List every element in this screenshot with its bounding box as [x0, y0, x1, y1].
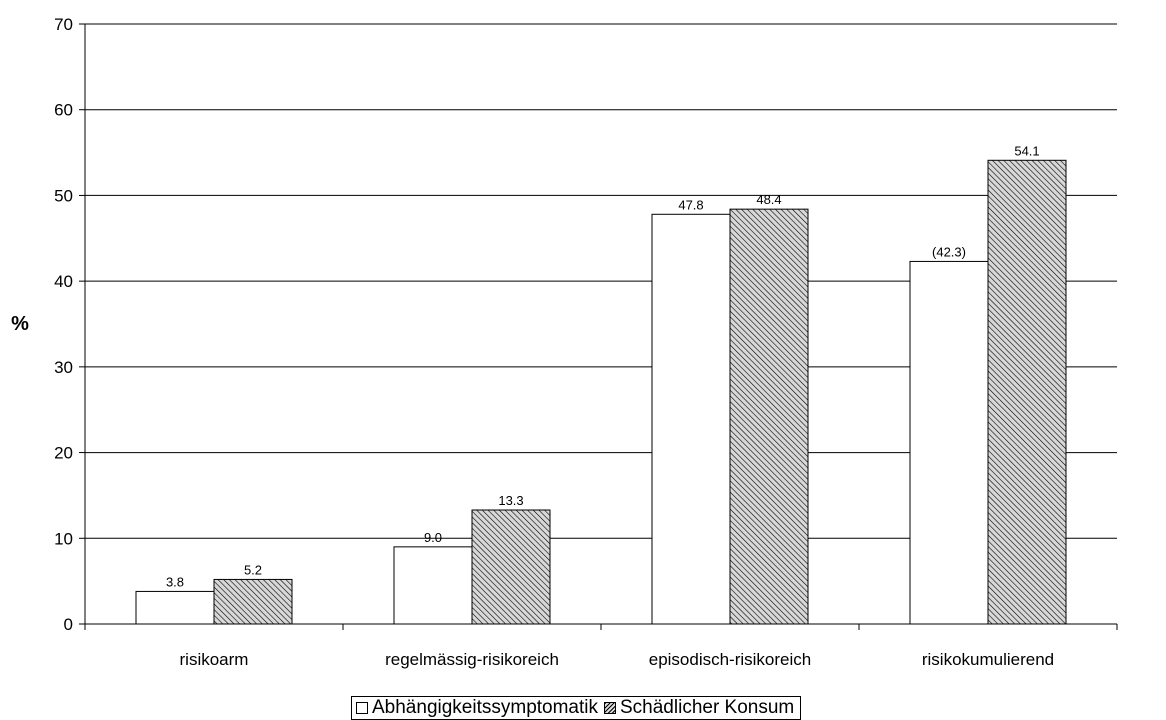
legend-item-series-2: Schädlicher Konsum	[604, 697, 794, 719]
bar-series-2	[213, 578, 293, 625]
legend-swatch-hatched-icon	[604, 702, 616, 714]
bar-series-1	[651, 213, 731, 625]
data-label-series-1: 9.0	[424, 530, 442, 545]
data-label-series-2: 5.2	[244, 562, 262, 577]
bar-series-2	[471, 509, 551, 625]
data-label-series-1: 47.8	[678, 197, 703, 212]
legend: Abhängigkeitssymptomatik Schädlicher Kon…	[351, 696, 802, 720]
y-tick-label: 60	[54, 101, 73, 120]
category-label: risikokumulierend	[922, 650, 1054, 669]
y-tick-label: 0	[64, 615, 73, 634]
category-label: episodisch-risikoreich	[649, 650, 812, 669]
y-tick-label: 20	[54, 444, 73, 463]
y-tick-label: 70	[54, 15, 73, 34]
category-label: regelmässig-risikoreich	[385, 650, 559, 669]
bar-chart: 0 10 20 30 40 50 60 70 3.8 5.2 risikoarm 9.0 13.3 reg…	[11, 15, 1118, 669]
category-label: risikoarm	[180, 650, 249, 669]
data-label-series-2: 54.1	[1014, 143, 1039, 158]
y-tick-label: 50	[54, 186, 73, 205]
data-label-series-2: 48.4	[756, 192, 781, 207]
y-tick-label: 10	[54, 529, 73, 548]
legend-label-series-1: Abhängigkeitssymptomatik	[372, 697, 598, 718]
y-tick-label: 40	[54, 272, 73, 291]
legend-swatch-white-icon	[356, 702, 368, 714]
data-label-series-2: 13.3	[498, 493, 523, 508]
bar-series-2	[729, 208, 809, 625]
y-axis-label: %	[11, 313, 29, 335]
bar-series-1	[909, 260, 989, 625]
legend-label-series-2: Schädlicher Konsum	[620, 697, 795, 718]
y-tick-label: 30	[54, 358, 73, 377]
bar-series-1	[393, 546, 473, 625]
data-label-series-1: 3.8	[166, 574, 184, 589]
bar-series-2	[987, 159, 1067, 625]
legend-item-series-1: Abhängigkeitssymptomatik	[356, 697, 598, 719]
data-label-series-1: (42.3)	[932, 244, 966, 259]
bar-series-1	[135, 590, 215, 625]
